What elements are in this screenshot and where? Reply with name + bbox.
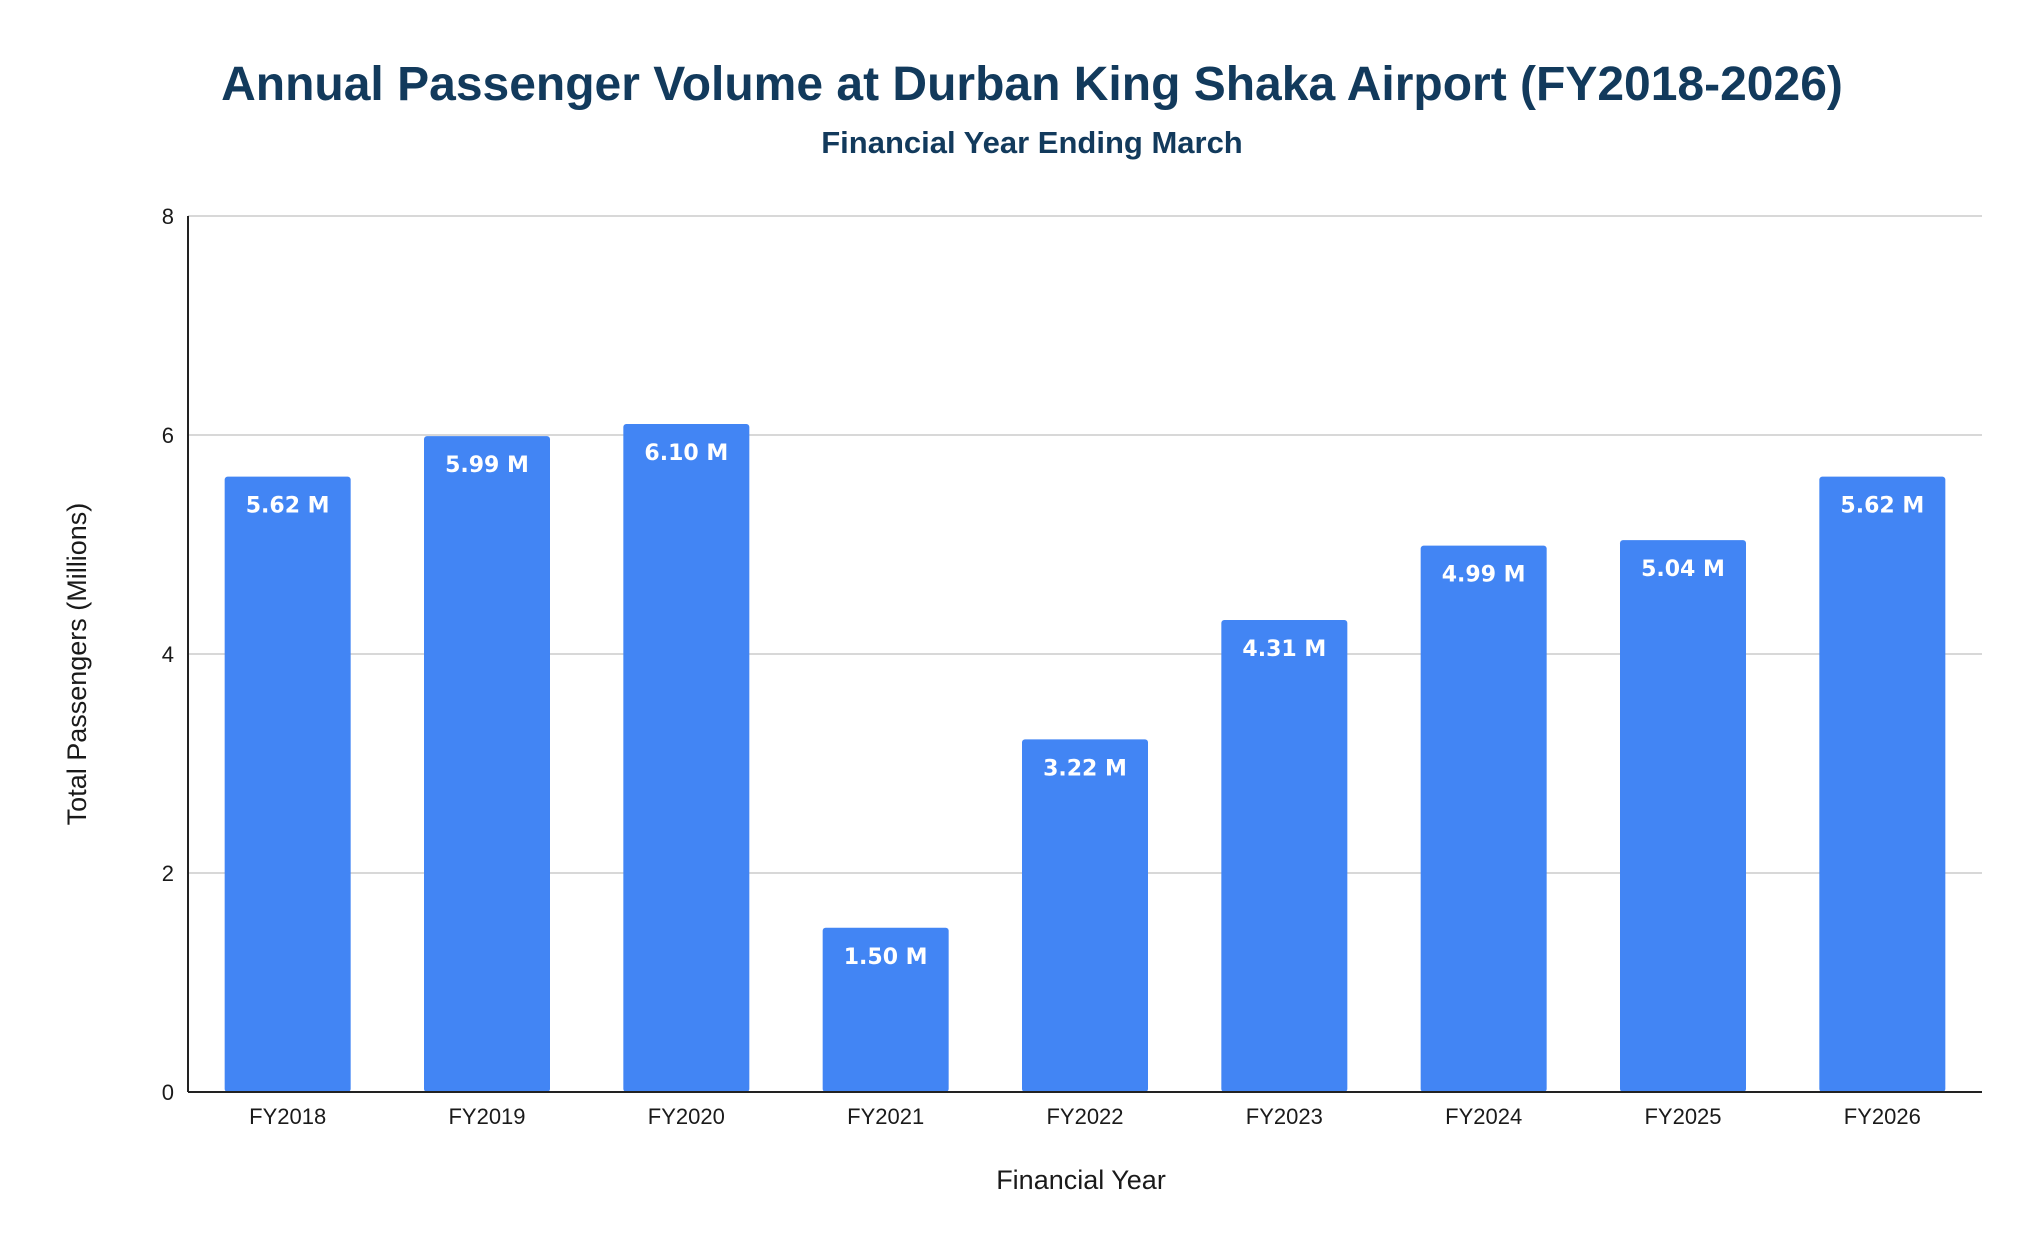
bar-fy2024 bbox=[1420, 545, 1547, 1092]
data-label: 6.10 M bbox=[644, 441, 728, 466]
bars bbox=[224, 424, 1946, 1093]
bar-fy2019 bbox=[424, 436, 550, 1093]
bar-fy2022 bbox=[1022, 739, 1148, 1092]
bar-fy2025 bbox=[1620, 540, 1746, 1092]
data-label: 4.99 M bbox=[1442, 563, 1526, 588]
y-axis-label: Total Passengers (Millions) bbox=[62, 503, 92, 826]
chart-title: Annual Passenger Volume at Durban King S… bbox=[221, 58, 1843, 111]
y-axis-ticks: 0 2 4 6 8 bbox=[162, 204, 174, 1105]
x-axis-label: Financial Year bbox=[996, 1165, 1166, 1195]
x-tick-label: FY2026 bbox=[1844, 1104, 1921, 1129]
data-label: 5.04 M bbox=[1641, 557, 1725, 582]
data-label: 1.50 M bbox=[844, 945, 928, 970]
x-tick-label: FY2025 bbox=[1644, 1104, 1721, 1129]
bar-fy2020 bbox=[623, 424, 750, 1092]
data-labels: 5.62 M 5.99 M 6.10 M 1.50 M 3.22 M 4.31 M 4.99… bbox=[246, 441, 1925, 970]
data-label: 5.62 M bbox=[1840, 494, 1924, 519]
y-tick-label: 6 bbox=[162, 423, 174, 448]
data-label: 3.22 M bbox=[1043, 756, 1127, 781]
x-tick-label: FY2023 bbox=[1246, 1104, 1323, 1129]
bar-fy2023 bbox=[1221, 620, 1348, 1092]
y-tick-label: 2 bbox=[162, 861, 174, 886]
x-tick-label: FY2019 bbox=[448, 1104, 525, 1129]
chart-subtitle: Financial Year Ending March bbox=[821, 125, 1243, 160]
x-tick-label: FY2024 bbox=[1445, 1104, 1522, 1129]
x-tick-label: FY2021 bbox=[847, 1104, 924, 1129]
data-label: 5.62 M bbox=[246, 494, 330, 519]
data-label: 4.31 M bbox=[1242, 637, 1326, 662]
data-label: 5.99 M bbox=[445, 453, 529, 478]
y-tick-label: 8 bbox=[162, 204, 174, 229]
x-tick-label: FY2022 bbox=[1046, 1104, 1123, 1129]
bar-fy2021 bbox=[822, 927, 949, 1092]
x-axis-ticks: FY2018 FY2019 FY2020 FY2021 FY2022 FY2023 FY20… bbox=[249, 1104, 1921, 1129]
y-tick-label: 4 bbox=[162, 642, 174, 667]
bar-fy2018 bbox=[224, 476, 351, 1092]
y-tick-label: 0 bbox=[162, 1080, 174, 1105]
bar-fy2026 bbox=[1819, 476, 1946, 1092]
x-tick-label: FY2018 bbox=[249, 1104, 326, 1129]
x-tick-label: FY2020 bbox=[648, 1104, 725, 1129]
